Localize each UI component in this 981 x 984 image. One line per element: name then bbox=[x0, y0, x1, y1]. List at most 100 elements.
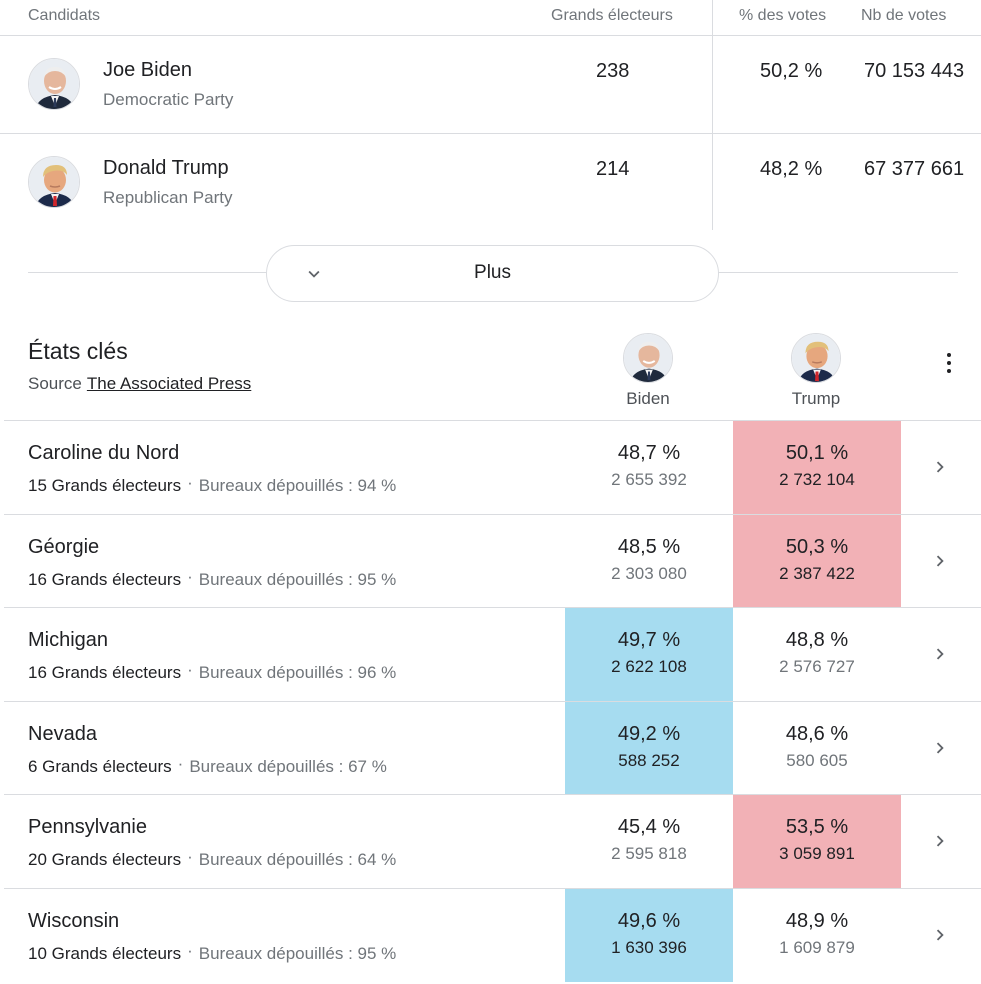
state-precincts-reporting: Bureaux dépouillés : 94 % bbox=[198, 476, 397, 495]
trump-vote-percent: 50,3 % bbox=[785, 535, 849, 558]
trump-result-cell: 48,8 % 2 576 727 bbox=[733, 608, 901, 701]
trump-vote-count: 2 576 727 bbox=[779, 657, 855, 677]
biden-vote-count: 1 630 396 bbox=[611, 937, 687, 957]
biden-result-cell: 48,5 % 2 303 080 bbox=[565, 515, 733, 608]
candidate-name: Joe Biden bbox=[103, 59, 192, 81]
chevron-right-icon bbox=[929, 737, 951, 759]
trump-vote-count: 1 609 879 bbox=[779, 937, 855, 957]
key-states-title: États clés bbox=[28, 338, 128, 364]
candidates-table-header: Candidats Grands électeurs % des votes N… bbox=[0, 0, 981, 36]
candidate-vote-percent: 50,2 % bbox=[760, 60, 823, 82]
chevron-right-icon bbox=[929, 456, 951, 478]
biden-vote-percent: 48,5 % bbox=[617, 535, 681, 558]
column-divider bbox=[712, 0, 713, 230]
trump-result-cell: 53,5 % 3 059 891 bbox=[733, 795, 901, 888]
more-options-icon[interactable] bbox=[938, 350, 960, 376]
biden-vote-percent: 48,7 % bbox=[617, 442, 681, 464]
state-row[interactable]: Nevada 6 Grands électeurs · Bureaux dépoui… bbox=[4, 700, 981, 795]
chevron-right-icon bbox=[929, 924, 951, 946]
trump-avatar bbox=[791, 333, 841, 383]
state-electors: 16 Grands électeurs bbox=[28, 569, 182, 589]
column-header-trump: Trump bbox=[766, 333, 866, 409]
trump-vote-count: 2 732 104 bbox=[779, 470, 855, 489]
header-vote-count: Nb de votes bbox=[861, 7, 947, 24]
state-name: Michigan bbox=[28, 629, 109, 652]
state-row[interactable]: Michigan 16 Grands électeurs · Bureaux dép… bbox=[4, 607, 981, 701]
state-details: 15 Grands électeurs · Bureaux dépouillés :… bbox=[28, 473, 397, 496]
biden-vote-count: 588 252 bbox=[618, 750, 680, 770]
candidate-vote-count: 67 377 661 bbox=[864, 158, 965, 180]
candidate-party: Republican Party bbox=[103, 188, 233, 207]
state-details: 10 Grands électeurs · Bureaux dépouillés :… bbox=[28, 940, 397, 964]
state-details: 16 Grands électeurs · Bureaux dépouillés :… bbox=[28, 566, 397, 590]
trump-vote-percent: 50,1 % bbox=[785, 442, 849, 464]
state-row[interactable]: Caroline du Nord 15 Grands électeurs · Bur… bbox=[4, 420, 981, 514]
candidate-vote-count: 70 153 443 bbox=[864, 60, 965, 82]
separator-dot: · bbox=[187, 566, 193, 586]
trump-vote-count: 2 387 422 bbox=[779, 563, 855, 583]
biden-vote-percent: 49,2 % bbox=[617, 722, 681, 745]
source-prefix: Source bbox=[28, 374, 82, 393]
chevron-right-icon bbox=[929, 550, 951, 572]
candidate-vote-percent: 48,2 % bbox=[760, 158, 823, 180]
state-electors: 16 Grands électeurs bbox=[28, 663, 182, 683]
state-precincts-reporting: Bureaux dépouillés : 64 % bbox=[198, 850, 397, 870]
biden-avatar bbox=[28, 58, 80, 110]
separator-dot: · bbox=[187, 473, 193, 492]
state-name: Wisconsin bbox=[28, 909, 120, 932]
divider-left bbox=[28, 272, 268, 273]
state-row[interactable]: Pennsylvanie 20 Grands électeurs · Bureaux… bbox=[4, 794, 981, 888]
trump-vote-percent: 48,8 % bbox=[785, 629, 849, 652]
separator-dot: · bbox=[187, 847, 193, 867]
trump-vote-percent: 53,5 % bbox=[785, 816, 849, 839]
separator-dot: · bbox=[187, 940, 193, 960]
biden-result-cell: 48,7 % 2 655 392 bbox=[565, 421, 733, 514]
candidate-electors: 238 bbox=[596, 60, 630, 82]
biden-vote-count: 2 655 392 bbox=[611, 470, 687, 489]
trump-vote-count: 580 605 bbox=[786, 750, 848, 770]
state-precincts-reporting: Bureaux dépouillés : 96 % bbox=[198, 663, 397, 683]
chevron-right-icon bbox=[929, 830, 951, 852]
biden-vote-count: 2 303 080 bbox=[611, 563, 687, 583]
candidate-name: Donald Trump bbox=[103, 157, 229, 179]
trump-result-cell: 50,3 % 2 387 422 bbox=[733, 514, 901, 608]
column-label-trump: Trump bbox=[791, 389, 841, 408]
state-electors: 10 Grands électeurs bbox=[28, 943, 182, 963]
trump-result-cell: 48,9 % 1 609 879 bbox=[733, 889, 901, 982]
trump-vote-percent: 48,6 % bbox=[785, 722, 849, 745]
state-electors: 6 Grands électeurs bbox=[28, 756, 172, 776]
trump-result-cell: 48,6 % 580 605 bbox=[733, 702, 901, 795]
biden-result-cell: 45,4 % 2 595 818 bbox=[565, 795, 733, 888]
state-precincts-reporting: Bureaux dépouillés : 95 % bbox=[198, 569, 397, 589]
state-row[interactable]: Wisconsin 10 Grands électeurs · Bureaux dé… bbox=[4, 887, 981, 982]
trump-result-cell: 50,1 % 2 732 104 bbox=[733, 421, 901, 514]
candidate-party: Democratic Party bbox=[103, 90, 234, 109]
more-button[interactable]: Plus bbox=[266, 245, 719, 302]
state-name: Géorgie bbox=[28, 535, 100, 558]
biden-vote-percent: 49,6 % bbox=[617, 909, 681, 932]
separator-dot: · bbox=[177, 753, 184, 773]
separator-dot: · bbox=[187, 660, 193, 680]
state-name: Caroline du Nord bbox=[28, 442, 180, 464]
key-states-list: Caroline du Nord 15 Grands électeurs · Bur… bbox=[4, 420, 981, 982]
source-link[interactable]: The Associated Press bbox=[86, 374, 252, 393]
biden-vote-percent: 45,4 % bbox=[617, 816, 681, 839]
header-vote-percent: % des votes bbox=[739, 7, 827, 24]
candidate-electors: 214 bbox=[596, 158, 630, 180]
biden-vote-count: 2 622 108 bbox=[611, 657, 687, 677]
more-button-label: Plus bbox=[474, 262, 511, 283]
trump-vote-percent: 48,9 % bbox=[785, 909, 849, 932]
state-details: 20 Grands électeurs · Bureaux dépouillés :… bbox=[28, 847, 397, 870]
divider-right bbox=[718, 272, 958, 273]
biden-avatar bbox=[623, 333, 673, 383]
header-candidates: Candidats bbox=[28, 7, 101, 24]
state-electors: 15 Grands électeurs bbox=[28, 476, 182, 495]
biden-result-cell: 49,2 % 588 252 bbox=[565, 701, 733, 795]
state-row[interactable]: Géorgie 16 Grands électeurs · Bureaux dépo… bbox=[4, 513, 981, 608]
candidate-row-trump: Donald Trump Republican Party 214 48,2 %… bbox=[0, 134, 981, 232]
chevron-right-icon bbox=[929, 643, 951, 665]
biden-result-cell: 49,7 % 2 622 108 bbox=[565, 608, 733, 701]
state-precincts-reporting: Bureaux dépouillés : 67 % bbox=[189, 756, 387, 776]
state-precincts-reporting: Bureaux dépouillés : 95 % bbox=[198, 943, 397, 963]
column-label-biden: Biden bbox=[626, 389, 670, 408]
